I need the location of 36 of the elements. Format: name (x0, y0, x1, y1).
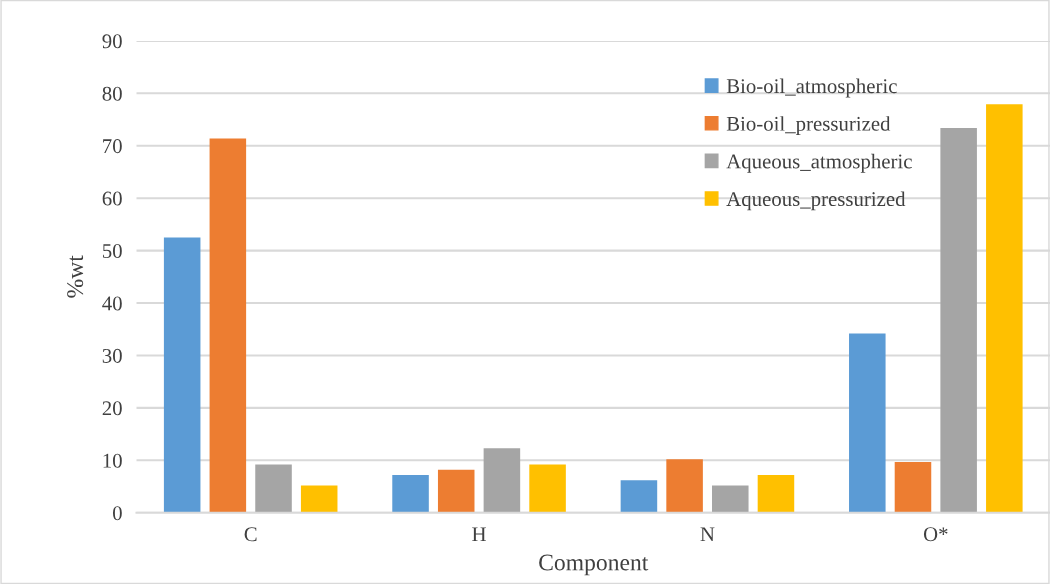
y-tick-label: 20 (102, 401, 122, 416)
x-tick-label: H (472, 527, 486, 542)
bar (163, 237, 201, 513)
bar (300, 485, 338, 513)
bar (940, 127, 977, 513)
bar (437, 469, 475, 513)
bar (529, 464, 566, 513)
legend-label: Bio-oil_pressurized (726, 116, 891, 136)
x-tick-label: O* (923, 527, 948, 542)
bar (757, 475, 795, 513)
bar (986, 104, 1023, 513)
bar (666, 459, 703, 513)
bar (209, 138, 247, 513)
bar (255, 464, 292, 513)
bar (392, 475, 429, 513)
y-tick-label: 80 (102, 86, 122, 101)
bar (483, 448, 521, 513)
x-axis-title: Component (539, 554, 649, 576)
y-tick-label: 10 (103, 453, 122, 468)
y-tick-label: 40 (102, 296, 122, 311)
y-tick-label: 0 (112, 506, 122, 521)
x-tick-label: C (244, 527, 257, 542)
y-tick-label: 70 (103, 139, 122, 154)
legend-label: Bio-oil_atmospheric (726, 78, 897, 98)
y-tick-label: 50 (102, 243, 122, 259)
legend-label: Aqueous_pressurized (726, 191, 906, 211)
bar (620, 480, 658, 513)
y-tick-label: 90 (102, 34, 122, 49)
bar (849, 333, 886, 513)
y-axis-title: %wt (67, 255, 84, 298)
bar (894, 461, 932, 513)
bar (712, 485, 749, 513)
y-tick-label: 30 (102, 348, 122, 363)
y-tick-label: 60 (102, 191, 122, 206)
legend-label: Aqueous_atmospheric (726, 153, 912, 173)
x-tick-label: N (700, 527, 715, 542)
